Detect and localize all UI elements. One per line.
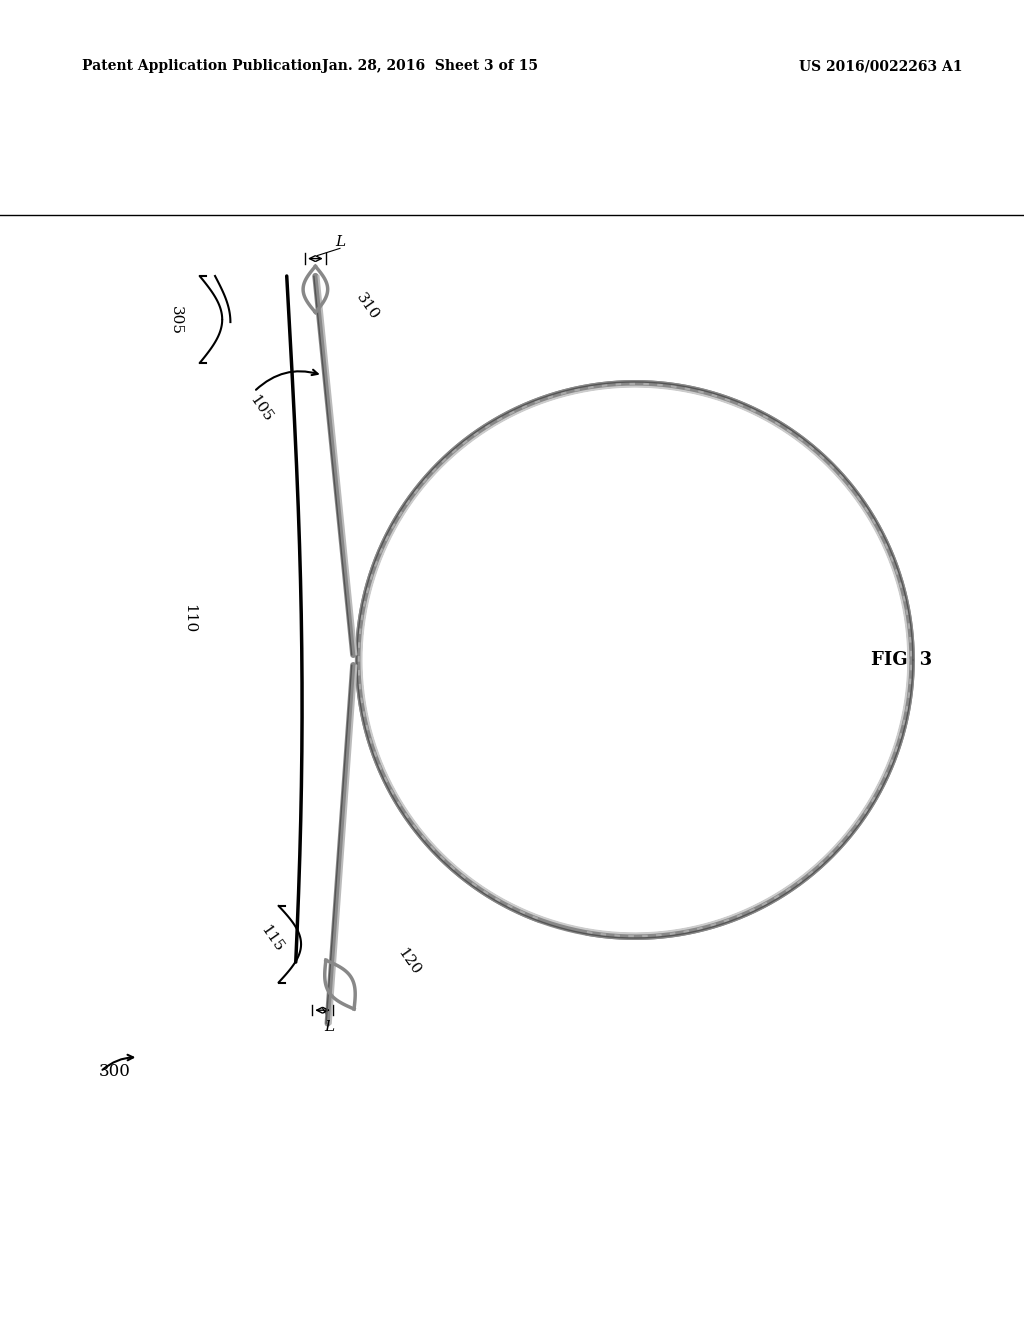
Text: 105: 105 bbox=[247, 393, 275, 425]
Text: 305: 305 bbox=[169, 305, 183, 334]
Text: 110: 110 bbox=[182, 605, 197, 634]
Text: Patent Application Publication: Patent Application Publication bbox=[82, 59, 322, 74]
Text: 300: 300 bbox=[98, 1063, 131, 1080]
Text: FIG. 3: FIG. 3 bbox=[870, 651, 932, 669]
Text: 115: 115 bbox=[257, 923, 286, 954]
Text: Jan. 28, 2016  Sheet 3 of 15: Jan. 28, 2016 Sheet 3 of 15 bbox=[323, 59, 538, 74]
Text: US 2016/0022263 A1: US 2016/0022263 A1 bbox=[799, 59, 963, 74]
Text: 120: 120 bbox=[394, 946, 423, 978]
Text: 310: 310 bbox=[353, 290, 382, 322]
Text: L: L bbox=[325, 1019, 335, 1034]
Text: L: L bbox=[335, 235, 345, 249]
